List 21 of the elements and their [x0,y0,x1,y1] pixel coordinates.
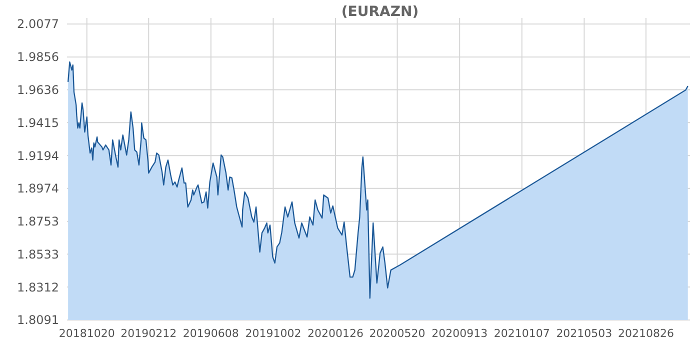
x-tick-label: 20181020 [58,327,115,340]
y-tick-label: 1.8312 [17,280,59,294]
x-tick-label: 20200126 [308,327,364,340]
y-tick-label: 1.9856 [17,50,59,64]
y-tick-label: 1.9194 [17,148,59,163]
y-tick-label: 2.0077 [17,17,59,32]
y-tick-label: 1.8974 [17,182,59,196]
y-tick-label: 1.9415 [17,116,59,130]
x-tick-label: 20191002 [245,327,302,340]
chart-title: (EURAZN) [341,4,419,20]
x-tick-label: 20200520 [369,327,426,340]
y-tick-label: 1.8753 [17,214,59,229]
y-tick-label: 1.8533 [17,247,59,262]
x-tick-label: 20190212 [120,327,177,340]
y-tick-label: 1.9636 [17,82,59,97]
x-tick-label: 20200913 [432,327,488,340]
x-tick-label: 20210107 [494,327,550,340]
x-tick-label: 20210503 [556,327,612,340]
y-tick-label: 1.8091 [17,313,59,328]
x-tick-label: 20210826 [618,327,674,340]
x-tick-label: 20190608 [182,327,239,340]
